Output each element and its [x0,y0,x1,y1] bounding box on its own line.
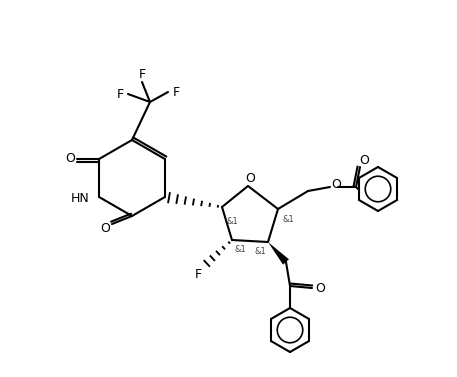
Text: F: F [194,268,202,280]
Text: F: F [117,87,123,101]
Text: HN: HN [70,192,89,204]
Text: O: O [65,153,75,166]
Text: F: F [172,86,180,98]
Polygon shape [268,242,289,265]
Text: O: O [359,155,369,167]
Text: O: O [331,178,341,192]
Text: &1: &1 [282,215,294,224]
Text: O: O [315,282,325,294]
Text: O: O [245,172,255,184]
Text: F: F [138,69,146,81]
Text: &1: &1 [234,245,246,254]
Text: &1: &1 [226,216,238,225]
Text: O: O [100,222,110,234]
Text: &1: &1 [254,247,266,256]
